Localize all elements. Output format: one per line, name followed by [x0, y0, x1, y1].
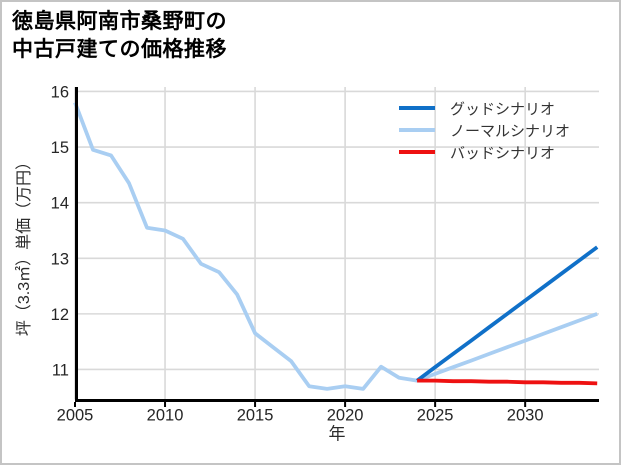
y-tick-label: 13: [51, 250, 69, 268]
bad-scenario-line-swatch: [399, 150, 435, 154]
legend-item-normal: ノーマルシナリオ: [399, 119, 570, 141]
y-tick-label: 11: [52, 361, 69, 379]
y-tick-label: 16: [51, 83, 69, 101]
normal-scenario-line-swatch: [399, 128, 435, 132]
y-tick-label: 14: [51, 195, 69, 213]
x-tick-label: 2015: [237, 407, 274, 425]
chart-title: 徳島県阿南市桑野町の 中古戸建ての価格推移: [12, 8, 227, 64]
good-scenario-line-swatch: [399, 106, 435, 110]
series-line-グッドシナリオ: [415, 245, 599, 383]
y-tick-label: 12: [51, 306, 69, 324]
x-tick-label: 2020: [327, 407, 364, 425]
legend-item-bad: バッドシナリオ: [399, 141, 570, 163]
series-line-ノーマルシナリオ: [73, 101, 598, 391]
chart-title-line1: 徳島県阿南市桑野町の: [12, 10, 227, 33]
legend-label-good: グッドシナリオ: [450, 100, 556, 118]
x-axis-title: 年: [328, 424, 346, 444]
legend-label-bad: バッドシナリオ: [450, 144, 556, 162]
x-tick-label: 2030: [507, 407, 544, 425]
x-tick-label: 2025: [417, 407, 454, 425]
chart-legend: グッドシナリオ ノーマルシナリオ バッドシナリオ: [399, 97, 570, 163]
y-axis-title: 坪（3.3㎡）単価（万円）: [16, 153, 33, 337]
series-line-バッドシナリオ: [417, 378, 598, 386]
chart-title-line2: 中古戸建ての価格推移: [12, 38, 227, 61]
y-tick-label: 15: [51, 139, 69, 157]
legend-item-good: グッドシナリオ: [399, 97, 570, 119]
x-tick-label: 2010: [147, 407, 184, 425]
legend-label-normal: ノーマルシナリオ: [450, 122, 571, 140]
x-tick-label: 2005: [57, 407, 94, 425]
